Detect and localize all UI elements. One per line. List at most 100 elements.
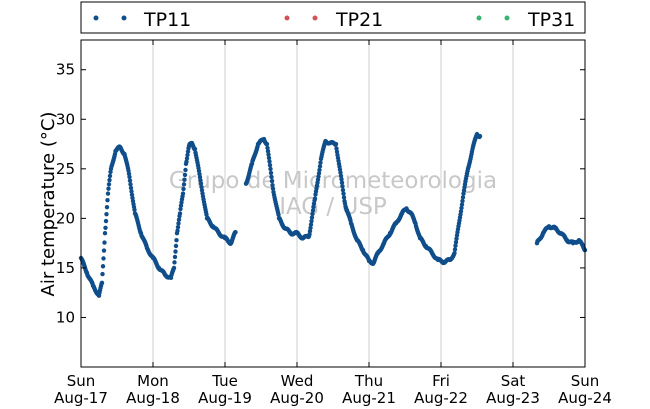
data-point	[132, 207, 137, 213]
data-point	[338, 173, 344, 179]
legend: TP11 TP21 TP31	[80, 1, 586, 34]
x-tick-day-5: Fri	[432, 372, 450, 390]
data-point	[264, 141, 270, 147]
data-point	[309, 215, 315, 220]
data-point	[107, 173, 113, 179]
y-tick-label-5: 35	[56, 61, 75, 79]
data-point	[100, 264, 106, 269]
y-axis: 10 15 20 25 30 35	[56, 61, 585, 326]
data-point	[339, 180, 345, 185]
x-axis: SunAug-17MonAug-18TueAug-19WedAug-20ThuA…	[54, 40, 612, 407]
watermark-line-1: Grupo de Micrometeorologia	[169, 168, 497, 194]
y-tick-label-4: 30	[56, 110, 75, 128]
data-point	[103, 225, 108, 230]
data-point	[453, 239, 459, 245]
data-point	[340, 187, 346, 193]
data-point	[307, 228, 313, 234]
data-point	[199, 184, 204, 190]
data-point	[104, 211, 109, 217]
data-point	[460, 198, 465, 204]
data-point	[184, 156, 190, 161]
data-point	[183, 167, 188, 173]
data-point	[99, 280, 105, 285]
data-point	[178, 206, 183, 212]
data-point	[176, 217, 182, 222]
data-point	[316, 174, 321, 179]
data-point	[192, 146, 198, 152]
data-point	[309, 218, 314, 224]
data-point	[269, 174, 274, 180]
data-point	[181, 186, 186, 192]
data-point	[105, 197, 110, 203]
x-tick-day-2: Tue	[211, 372, 238, 390]
data-point	[127, 178, 133, 183]
data-point	[276, 212, 281, 217]
data-point	[333, 141, 339, 147]
legend-label-0: TP11	[143, 9, 191, 31]
data-point	[106, 182, 112, 187]
watermark: Grupo de Micrometeorologia IAG / USP	[169, 168, 497, 220]
data-point	[104, 204, 110, 210]
data-point	[175, 224, 181, 230]
y-tick-label-3: 25	[56, 160, 75, 178]
x-tick-day-4: Thu	[354, 372, 383, 390]
x-tick-date-6: Aug-23	[486, 389, 540, 407]
data-point	[105, 191, 111, 196]
data-point	[101, 256, 106, 261]
y-axis-label: Air temperature (°C)	[38, 112, 59, 297]
data-point	[477, 133, 483, 139]
data-point	[182, 172, 188, 178]
data-point	[340, 184, 345, 189]
legend-marker-1a	[284, 15, 290, 21]
data-point	[129, 189, 134, 194]
data-point	[458, 209, 464, 214]
x-tick-day-6: Sat	[501, 372, 526, 390]
data-point	[266, 155, 272, 161]
x-tick-day-7: Sun	[571, 372, 600, 390]
plot-frame	[80, 39, 586, 368]
data-point	[266, 152, 271, 157]
data-point	[233, 230, 238, 235]
data-point	[308, 225, 313, 231]
data-point	[177, 211, 183, 216]
data-point	[128, 185, 134, 191]
data-point	[268, 170, 274, 176]
data-point	[107, 177, 112, 183]
x-tick-date-5: Aug-22	[414, 389, 468, 407]
data-point	[175, 228, 180, 233]
x-tick-date-7: Aug-24	[558, 389, 612, 407]
data-point	[172, 254, 178, 260]
watermark-line-2: IAG / USP	[279, 194, 387, 220]
data-point	[317, 167, 322, 173]
x-tick-date-2: Aug-19	[198, 389, 252, 407]
x-tick-date-1: Aug-18	[126, 389, 180, 407]
data-point	[269, 178, 275, 184]
plot-area	[81, 40, 585, 367]
data-point	[341, 195, 347, 200]
data-point	[100, 271, 105, 277]
legend-entry-1: TP21	[284, 9, 383, 31]
x-tick-date-0: Aug-17	[54, 389, 108, 407]
data-point	[198, 178, 203, 183]
data-point	[270, 183, 275, 188]
legend-label-2: TP31	[527, 9, 575, 31]
data-point	[185, 152, 190, 158]
data-point	[197, 174, 203, 180]
x-tick-day-1: Mon	[137, 372, 169, 390]
data-point	[310, 208, 316, 213]
data-point	[173, 243, 179, 249]
data-point	[308, 222, 314, 227]
legend-marker-2b	[504, 15, 510, 21]
data-point	[310, 211, 315, 217]
data-point	[339, 177, 344, 182]
data-point	[267, 159, 272, 164]
y-tick-label-2: 20	[56, 209, 75, 227]
data-point	[460, 195, 466, 200]
legend-entry-0: TP11	[93, 9, 191, 31]
data-point	[173, 249, 178, 254]
data-point	[268, 166, 273, 172]
data-point	[316, 171, 322, 176]
x-tick-date-3: Aug-20	[270, 389, 324, 407]
data-point	[198, 181, 204, 186]
